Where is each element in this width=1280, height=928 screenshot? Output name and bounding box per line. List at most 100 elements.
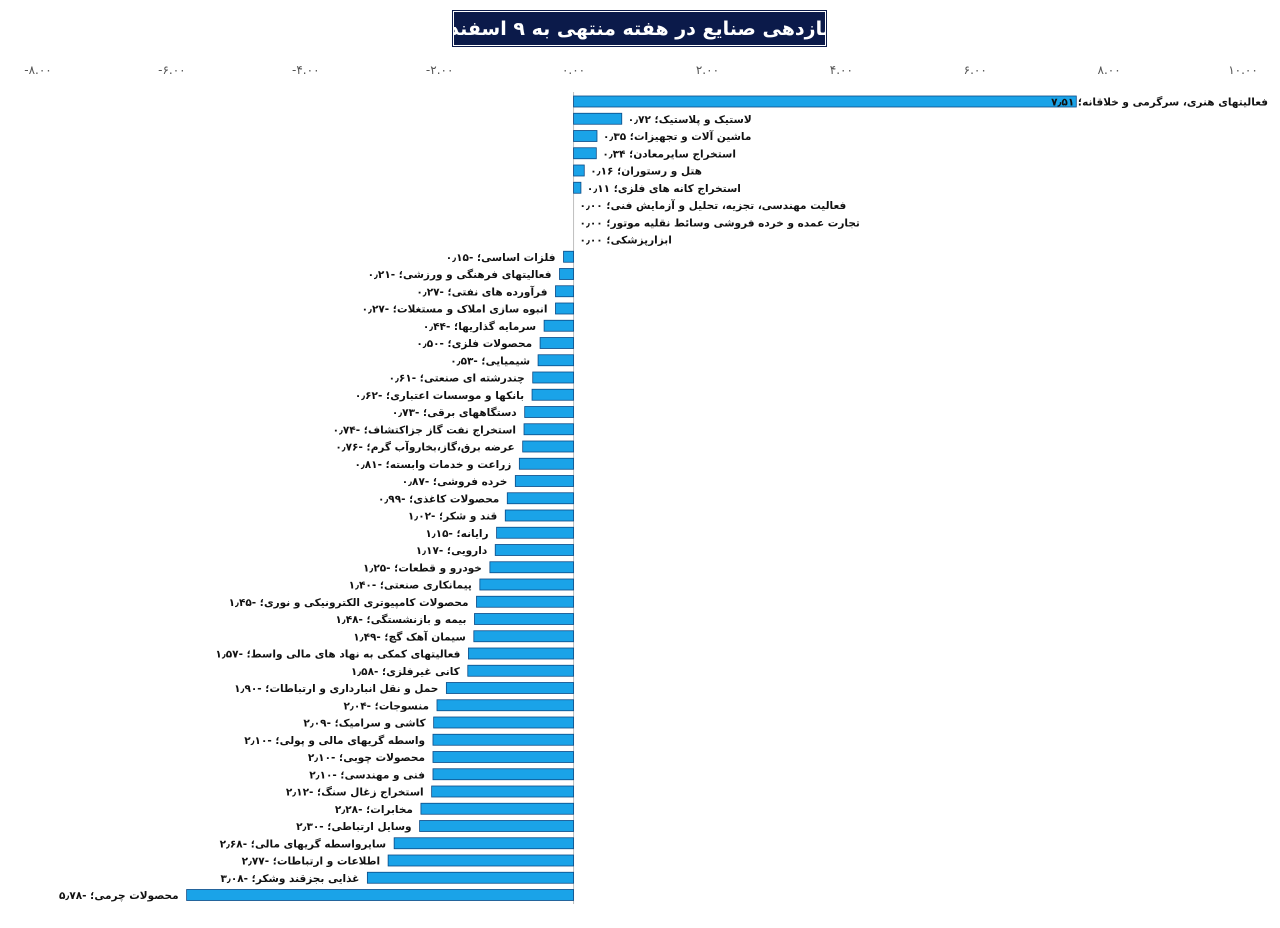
bar-label: فنی و مهندسی؛ -۲٫۱۰ (309, 769, 425, 781)
bar-label-text: زراعت و خدمات وابسته؛ -۰٫۸۱ (354, 459, 511, 471)
bar-label: فعالیتهای هنری، سرگرمی و خلاقانه؛ ۷٫۵۱ (1051, 96, 1268, 109)
data-label: -۱٫۰۲ (408, 511, 436, 523)
bar-label: رایانه؛ -۱٫۱۵ (425, 528, 488, 540)
data-label: -۲٫۱۰ (309, 769, 337, 781)
category-label: فعالیت مهندسی، تجزیه، تحلیل و آزمایش فنی (611, 199, 847, 212)
category-label: غذایی بجزقند وشکر (255, 873, 359, 885)
data-label: -۰٫۴۴ (423, 321, 451, 333)
bar-label-text: سایرواسطه گریهای مالی؛ -۲٫۶۸ (220, 837, 387, 850)
bar-label-text: فرآورده های نفتی؛ -۰٫۲۷ (416, 285, 547, 298)
data-label: ۰٫۱۱ (587, 183, 610, 195)
data-label: -۱٫۵۷ (215, 649, 243, 661)
bar-label-text: چندرشته ای صنعتی؛ -۰٫۶۱ (389, 373, 525, 385)
bar-label: لاستیک و پلاستیک؛ ۰٫۷۲ (628, 114, 752, 126)
x-tick-label: ۰.۰۰ (562, 63, 585, 77)
bar-label: استخراج سایرمعادن؛ ۰٫۳۴ (602, 148, 736, 160)
bar-label: دارویی؛ -۱٫۱۷ (416, 545, 488, 557)
bar (573, 164, 585, 177)
bar-label: ماشین آلات و تجهیزات؛ ۰٫۳۵ (603, 130, 751, 143)
data-label: -۰٫۷۳ (392, 407, 420, 419)
bar (524, 406, 574, 418)
category-label: محصولات چوبی (343, 752, 425, 764)
bar (479, 578, 574, 591)
bar (559, 268, 574, 280)
label-separator: ؛ (603, 217, 611, 229)
bar-label: محصولات چرمی؛ -۵٫۷۸ (59, 890, 179, 902)
bar-label-text: استخراج نفت گاز جزاکتشاف؛ -۰٫۷۴ (333, 423, 516, 436)
label-separator: ؛ (603, 235, 611, 247)
bar (514, 475, 574, 487)
bar-label: وسایل ارتباطی؛ -۲٫۳۰ (296, 821, 411, 833)
label-separator: ؛ (473, 252, 481, 264)
bar-label-text: استخراج کانه های فلزی؛ ۰٫۱۱ (587, 183, 741, 195)
bar-label: فرآورده های نفتی؛ -۰٫۲۷ (416, 285, 547, 298)
bar-label-text: غذایی بجزقند وشکر؛ -۳٫۰۸ (221, 873, 360, 885)
data-label: -۱٫۲۵ (363, 562, 391, 574)
data-label: -۳٫۰۸ (221, 873, 249, 885)
bar-label: فلزات اساسی؛ -۰٫۱۵ (446, 252, 556, 264)
label-separator: ؛ (444, 338, 452, 350)
bar-label-text: محصولات کاغذی؛ -۰٫۹۹ (378, 493, 499, 505)
category-label: سایرواسطه گریهای مالی (255, 837, 386, 850)
label-separator: ؛ (1074, 97, 1082, 109)
data-label: -۱٫۴۰ (349, 580, 377, 592)
bar-label-text: استخراج سایرمعادن؛ ۰٫۳۴ (602, 148, 736, 160)
category-label: رایانه (461, 528, 489, 540)
label-separator: ؛ (371, 700, 379, 712)
bar-label-text: سرمایه گذاریها؛ -۰٫۴۴ (423, 320, 536, 333)
bar-label: اطلاعات و ارتباطات؛ -۲٫۷۷ (242, 856, 381, 868)
category-label: دارویی (451, 545, 488, 557)
label-separator: ؛ (362, 804, 370, 816)
label-separator: ؛ (382, 390, 390, 402)
label-separator: ؛ (444, 286, 452, 298)
bar-label: فعالیتهای کمکی به نهاد های مالی واسط؛ -۱… (215, 649, 460, 661)
data-label: -۰٫۲۷ (362, 304, 390, 316)
bar-label: عرضه برق،گاز،بخاروآب گرم؛ -۰٫۷۶ (335, 441, 514, 454)
bar-label-text: خودرو و قطعات؛ -۱٫۲۵ (363, 562, 482, 574)
category-label: واسطه گریهای مالی و پولی (280, 734, 425, 747)
bar-label: کانی غیرفلزی؛ -۱٫۵۸ (351, 666, 461, 678)
label-separator: ؛ (272, 735, 280, 747)
data-label: -۱٫۹۰ (234, 683, 262, 695)
bar (473, 630, 574, 643)
bar-label-text: بیمه و بازنشستگی؛ -۱٫۴۸ (335, 613, 466, 626)
bar-label: استخراج زغال سنگ؛ -۲٫۱۲ (286, 786, 424, 799)
bar (522, 440, 574, 453)
category-label: استخراج سایرمعادن (633, 148, 736, 160)
bar-label: سایرواسطه گریهای مالی؛ -۲٫۶۸ (220, 837, 387, 850)
bar (468, 647, 574, 660)
category-label: سیمان آهک گچ (389, 630, 466, 643)
bar (432, 751, 574, 763)
data-label: -۰٫۵۳ (450, 355, 478, 367)
category-label: کاشی و سرامیک (339, 718, 427, 730)
bar-label-text: ماشین آلات و تجهیزات؛ ۰٫۳۵ (603, 130, 751, 143)
bar-label-text: لاستیک و پلاستیک؛ ۰٫۷۲ (628, 114, 752, 126)
label-separator: ؛ (610, 183, 618, 195)
label-separator: ؛ (363, 442, 371, 454)
category-label: استخراج نفت گاز جزاکتشاف (368, 423, 516, 436)
bar-label: پیمانکاری صنعتی؛ -۱٫۴۰ (349, 580, 472, 592)
bar (573, 95, 1077, 108)
category-label: هتل و رستوران (621, 166, 702, 178)
category-label: شیمیایی (486, 355, 530, 367)
bar-label: فعالیتهای فرهنگی و ورزشی؛ -۰٫۲۱ (368, 268, 552, 281)
data-label: -۱٫۴۸ (335, 614, 363, 626)
label-separator: ؛ (429, 476, 437, 488)
data-label: -۱٫۴۹ (353, 631, 381, 643)
bar-label-text: فعالیتهای فرهنگی و ورزشی؛ -۰٫۲۱ (368, 268, 552, 281)
bar-label: استخراج نفت گاز جزاکتشاف؛ -۰٫۷۴ (333, 423, 516, 436)
data-label: -۰٫۷۴ (333, 424, 361, 436)
category-label: خرده فروشی (437, 476, 507, 488)
bar-label-text: مخابرات؛ -۲٫۲۸ (335, 804, 413, 816)
x-tick-label: ۸.۰۰ (1098, 63, 1121, 77)
bar (506, 492, 574, 505)
bar (387, 854, 574, 867)
data-label: ۰٫۳۴ (602, 148, 626, 160)
label-separator: ؛ (248, 873, 256, 885)
data-label: -۲٫۰۴ (343, 700, 371, 712)
bar (366, 871, 574, 884)
bar-label-text: محصولات کامپیوتری الکترونیکی و نوری؛ -۱٫… (229, 597, 469, 609)
bar (436, 699, 574, 712)
category-label: انبوه سازی املاک و مستغلات (397, 304, 547, 316)
